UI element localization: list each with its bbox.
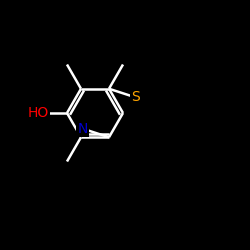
- Text: N: N: [77, 122, 88, 136]
- Text: S: S: [131, 90, 140, 104]
- Text: HO: HO: [28, 106, 49, 120]
